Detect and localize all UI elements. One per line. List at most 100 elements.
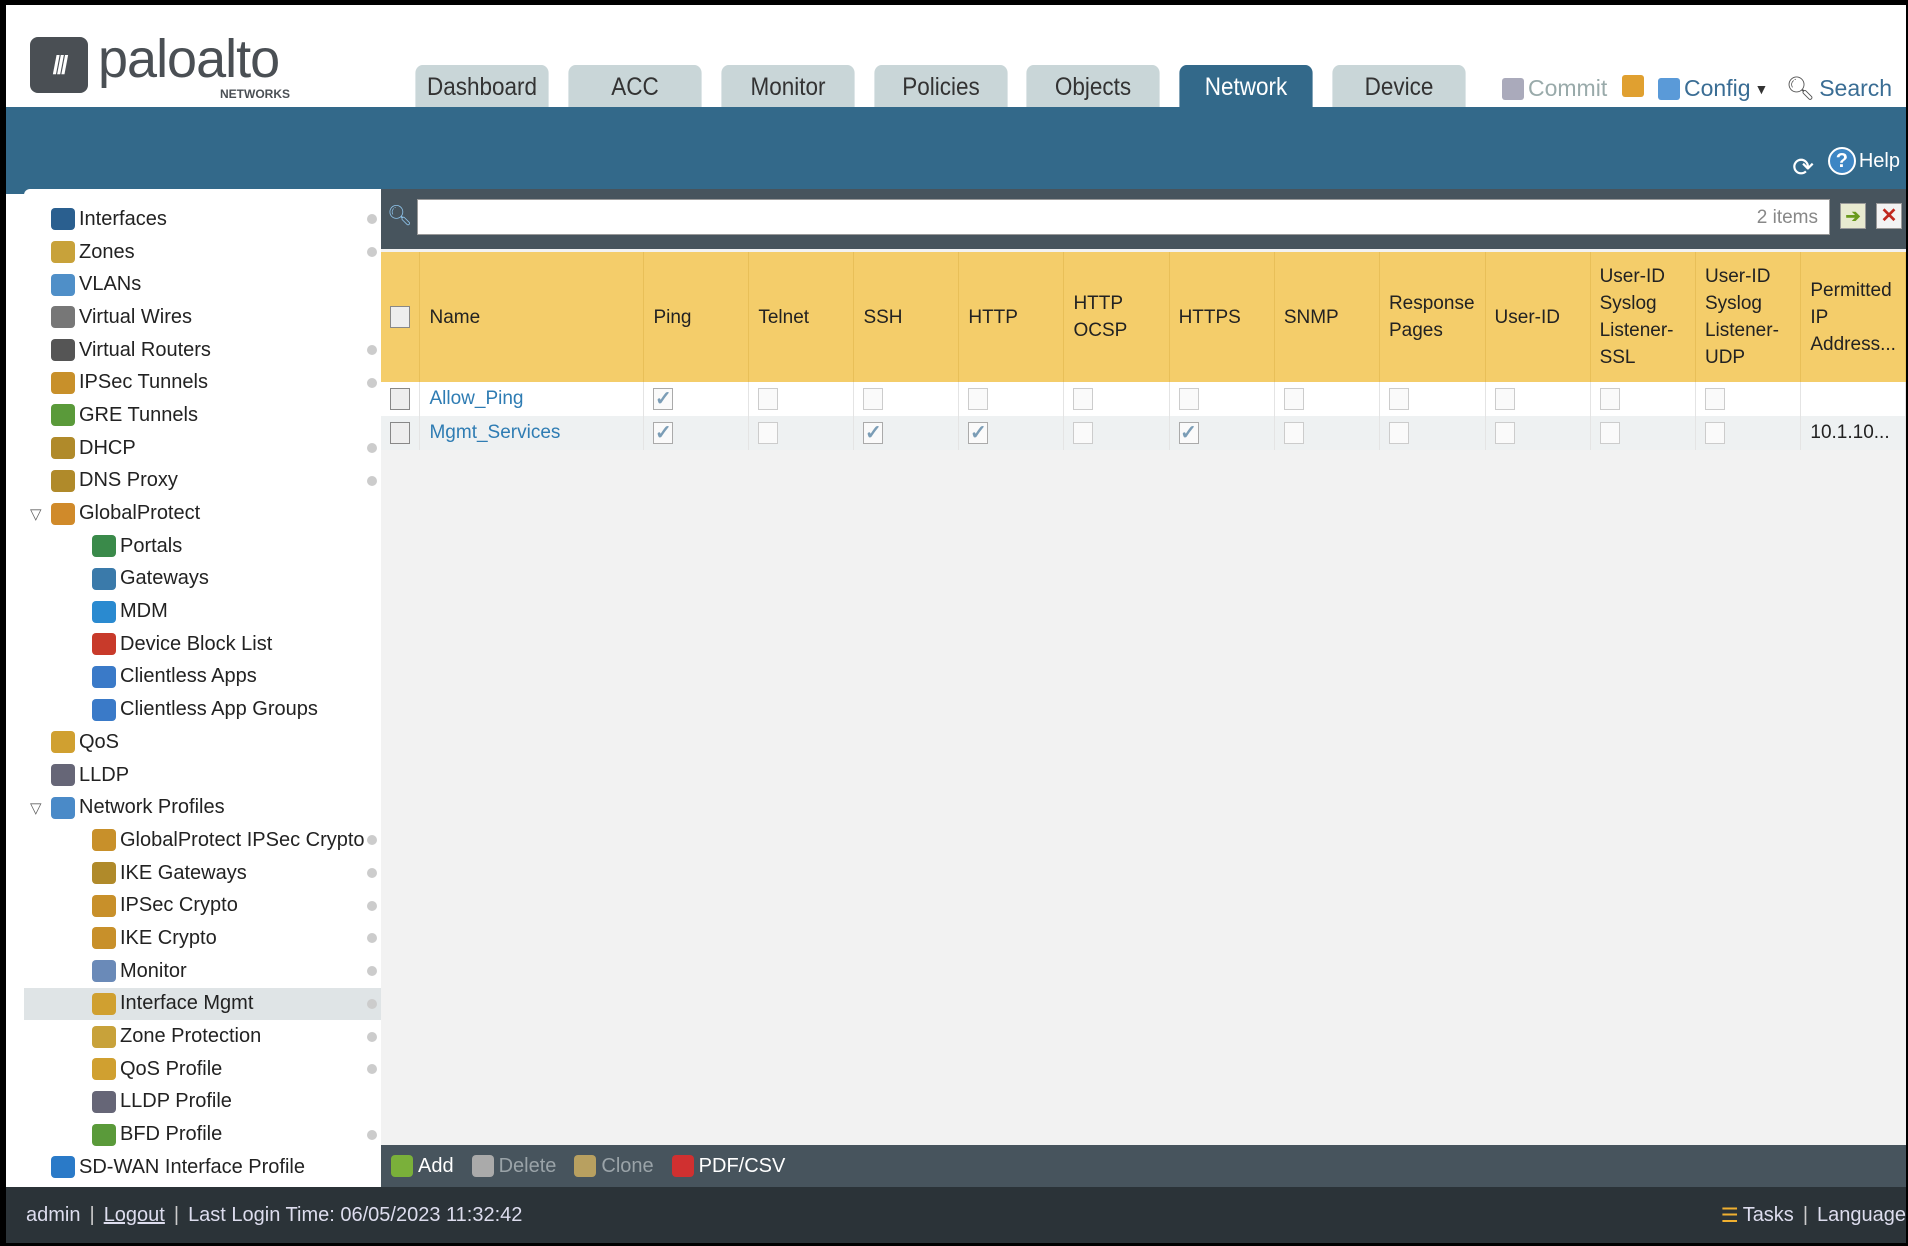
filter-input[interactable] (417, 199, 1830, 235)
language-link[interactable]: Language (1817, 1204, 1906, 1226)
status-dot (367, 1031, 377, 1042)
sidebar-item-zones[interactable]: Zones (24, 236, 383, 269)
sidebar-item-sd-wan-interface-profile[interactable]: SD-WAN Interface Profile (24, 1151, 383, 1184)
username: admin (26, 1203, 81, 1226)
zones-icon (51, 241, 75, 264)
sidebar-item-bfd-profile[interactable]: BFD Profile (24, 1118, 383, 1151)
sidebar-item-network-profiles[interactable]: ▽ Network Profiles (24, 791, 383, 824)
sidebar-item-interface-mgmt[interactable]: Interface Mgmt (24, 987, 383, 1021)
service-cell (1590, 382, 1696, 416)
column-header-user-id-syslog-listener-udp[interactable]: User-ID Syslog Listener-UDP (1695, 252, 1802, 382)
status-dot (367, 998, 377, 1009)
refresh-icon[interactable]: ⟳ (1792, 152, 1814, 182)
sidebar-item-globalprotect-ipsec-crypto[interactable]: GlobalProtect IPSec Crypto (24, 824, 383, 857)
sidebar-item-dhcp[interactable]: DHCP (24, 432, 383, 465)
tab-device[interactable]: Device (1332, 65, 1466, 107)
profile-name-link[interactable]: Allow_Ping (429, 388, 524, 409)
select-all-header (381, 252, 421, 382)
column-header-snmp[interactable]: SNMP (1274, 252, 1380, 382)
column-header-permitted-ip-address[interactable]: Permitted IP Address... (1800, 252, 1906, 382)
sidebar-item-virtual-wires[interactable]: Virtual Wires (24, 301, 383, 334)
service-cell (1274, 382, 1380, 416)
add-button[interactable]: Add (391, 1155, 454, 1178)
sidebar-item-portals[interactable]: Portals (24, 530, 383, 563)
header: /// paloalto NETWORKS Dashboard ACC Moni… (6, 5, 1906, 107)
column-header-user-id[interactable]: User-ID (1485, 252, 1591, 382)
sidebar-item-label: GRE Tunnels (79, 403, 198, 426)
help-button[interactable]: ? Help (1827, 147, 1900, 175)
expand-toggle-icon[interactable]: ▽ (30, 799, 42, 817)
service-cell (853, 382, 960, 416)
expand-toggle-icon[interactable]: ▽ (30, 505, 42, 523)
sidebar-item-ike-crypto[interactable]: IKE Crypto (24, 922, 383, 955)
sidebar-item-ike-gateways[interactable]: IKE Gateways (24, 857, 383, 890)
column-header-user-id-syslog-listener-ssl[interactable]: User-ID Syslog Listener-SSL (1590, 252, 1696, 382)
select-all-checkbox[interactable] (390, 306, 410, 329)
column-header-ssh[interactable]: SSH (853, 252, 960, 382)
logout-link[interactable]: Logout (103, 1203, 165, 1226)
delete-button[interactable]: Delete (471, 1155, 556, 1178)
sidebar-item-clientless-app-groups[interactable]: Clientless App Groups (24, 693, 383, 726)
apply-filter-button[interactable]: ➔ (1840, 203, 1866, 229)
sidebar-item-label: QoS (79, 730, 120, 753)
clear-filter-button[interactable]: ✕ (1876, 203, 1902, 229)
row-checkbox[interactable] (390, 421, 410, 444)
dhcp-icon (51, 437, 75, 460)
sidebar-item-label: Zone Protection (120, 1025, 262, 1048)
tab-objects[interactable]: Objects (1026, 65, 1160, 107)
clone-button[interactable]: Clone (574, 1155, 654, 1178)
table-row[interactable]: Allow_Ping ✓ (381, 382, 1906, 416)
sidebar-item-clientless-apps[interactable]: Clientless Apps (24, 661, 383, 694)
sidebar-item-lldp-profile[interactable]: LLDP Profile (24, 1086, 383, 1119)
gre-tunnels-icon (51, 404, 75, 427)
column-header-telnet[interactable]: Telnet (748, 252, 855, 382)
column-header-name[interactable]: Name (419, 252, 645, 382)
globalprotect-ipsec-crypto-icon (92, 829, 116, 852)
column-header-response-pages[interactable]: Response Pages (1379, 252, 1486, 382)
status-dot (367, 835, 377, 846)
commit-button[interactable]: Commit (1502, 75, 1607, 102)
column-header-https[interactable]: HTTPS (1169, 252, 1275, 382)
column-header-http[interactable]: HTTP (958, 252, 1065, 382)
sidebar-item-zone-protection[interactable]: Zone Protection (24, 1020, 383, 1053)
config-menu[interactable]: Config ▼ (1658, 75, 1768, 102)
sidebar-item-gre-tunnels[interactable]: GRE Tunnels (24, 399, 383, 432)
column-header-http-ocsp[interactable]: HTTP OCSP (1063, 252, 1170, 382)
sidebar-item-ipsec-crypto[interactable]: IPSec Crypto (24, 889, 383, 922)
tab-acc[interactable]: ACC (568, 65, 702, 107)
checked-checkbox: ✓ (863, 421, 884, 444)
sidebar-item-monitor[interactable]: Monitor (24, 955, 383, 988)
sidebar-item-qos-profile[interactable]: QoS Profile (24, 1053, 383, 1086)
tasks-link[interactable]: Tasks (1742, 1204, 1794, 1226)
monitor-icon (92, 960, 116, 983)
sidebar-item-interfaces[interactable]: Interfaces (24, 203, 383, 236)
sidebar-item-device-block-list[interactable]: Device Block List (24, 628, 383, 661)
service-cell (1379, 416, 1486, 450)
tab-dashboard[interactable]: Dashboard (415, 65, 549, 107)
sidebar-item-virtual-routers[interactable]: Virtual Routers (24, 334, 383, 367)
commit-label: Commit (1528, 75, 1608, 101)
sidebar-item-globalprotect[interactable]: ▽ GlobalProtect (24, 497, 383, 530)
sidebar-item-label: Interface Mgmt (120, 992, 254, 1015)
sidebar-item-dns-proxy[interactable]: DNS Proxy (24, 465, 383, 498)
column-header-ping[interactable]: Ping (643, 252, 750, 382)
search-button[interactable]: 🔍︎ Search (1786, 75, 1892, 102)
sidebar-item-label: BFD Profile (120, 1123, 223, 1146)
sidebar-item-mdm[interactable]: MDM (24, 595, 383, 628)
pdf-csv-button[interactable]: PDF/CSV (671, 1155, 785, 1178)
sidebar-item-qos[interactable]: QoS (24, 726, 383, 759)
lock-button[interactable] (1622, 75, 1644, 97)
row-checkbox[interactable] (390, 387, 410, 410)
profile-name-link[interactable]: Mgmt_Services (429, 422, 561, 443)
table-row[interactable]: Mgmt_Services ✓ ✓ ✓ ✓ 10.1.10... (381, 416, 1906, 450)
tab-policies[interactable]: Policies (874, 65, 1008, 107)
sidebar-item-vlans[interactable]: VLANs (24, 268, 383, 301)
tab-monitor[interactable]: Monitor (721, 65, 855, 107)
tab-network[interactable]: Network (1179, 65, 1313, 107)
sidebar-item-ipsec-tunnels[interactable]: IPSec Tunnels (24, 366, 383, 399)
ike-crypto-icon (92, 927, 116, 950)
sidebar-item-lldp[interactable]: LLDP (24, 759, 383, 792)
sidebar-item-gateways[interactable]: Gateways (24, 563, 383, 596)
portals-icon (92, 535, 116, 558)
sidebar-item-label: Zones (79, 240, 135, 263)
